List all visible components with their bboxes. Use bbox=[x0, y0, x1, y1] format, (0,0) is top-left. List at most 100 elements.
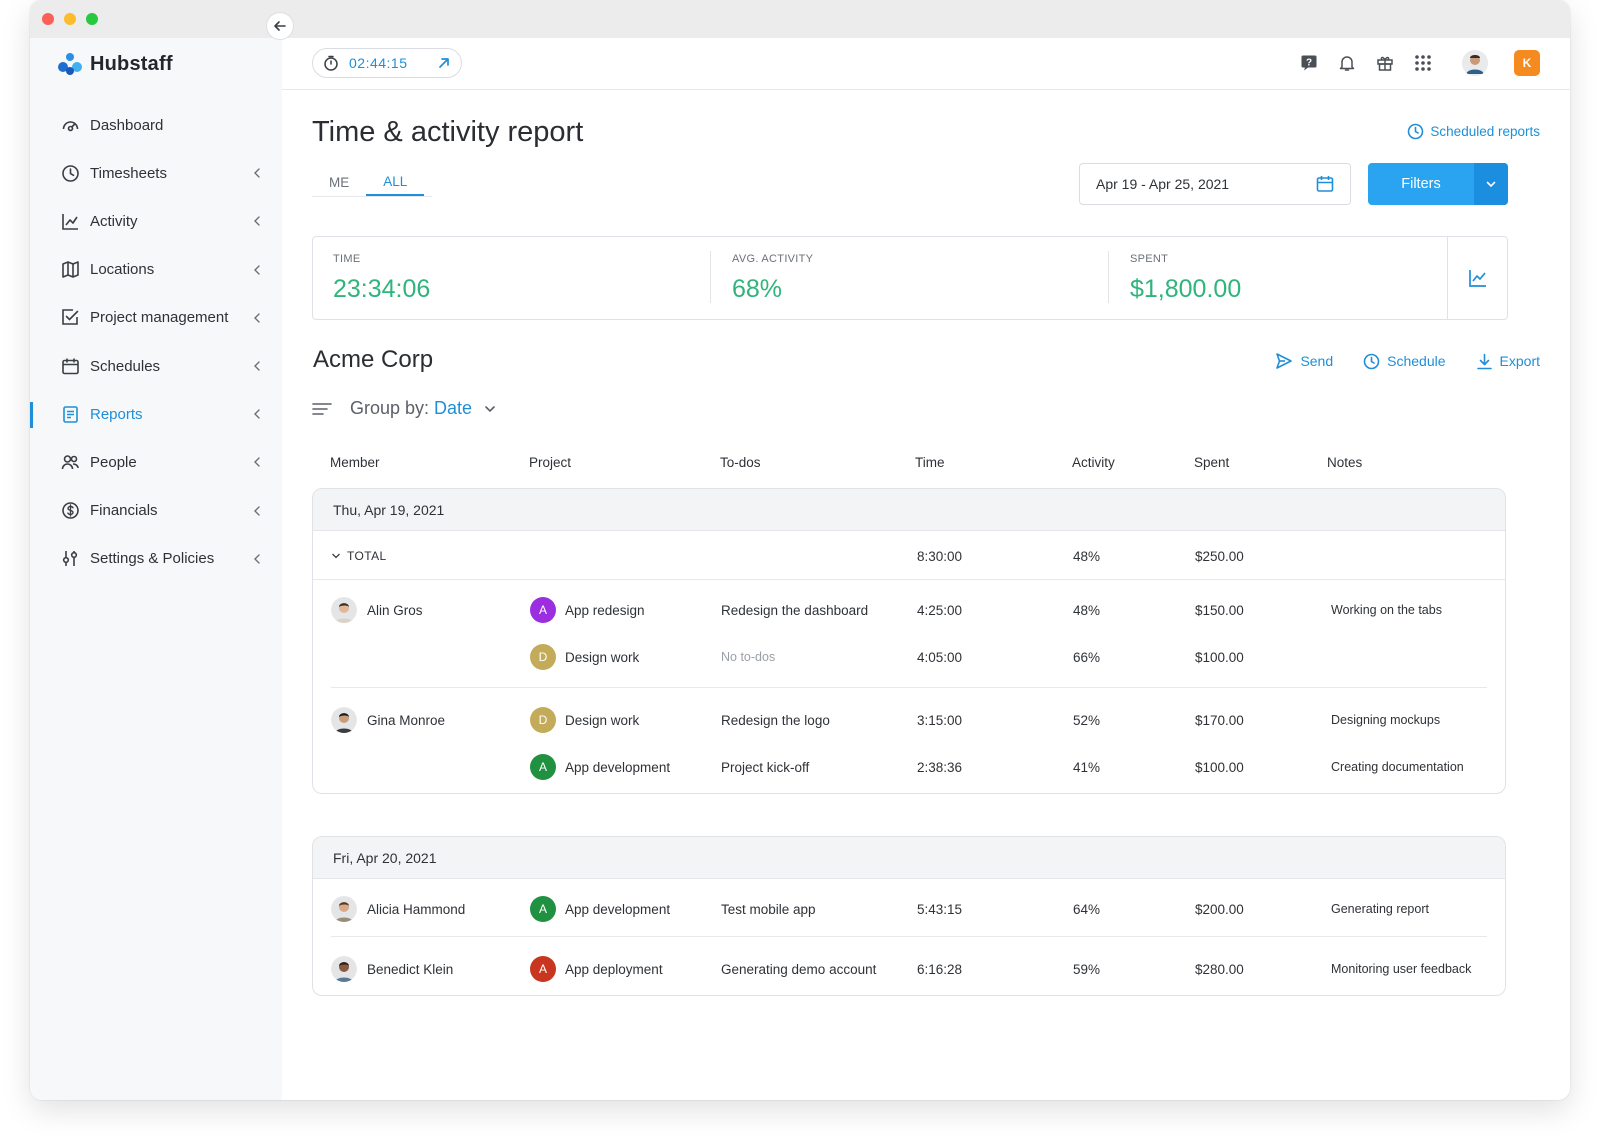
total-time: 8:30:00 bbox=[917, 548, 963, 564]
project-cell[interactable]: A App deployment bbox=[530, 949, 663, 989]
organization-badge[interactable]: K bbox=[1514, 50, 1540, 76]
summary-activity-label: AVG. ACTIVITY bbox=[732, 253, 814, 265]
day-group: Thu, Apr 19, 2021 TOTAL 8:30:00 48% $250.00 A… bbox=[312, 488, 1506, 794]
chevron-left-icon bbox=[250, 311, 264, 325]
spent-cell: $150.00 bbox=[1195, 602, 1244, 618]
tabs-underline bbox=[312, 196, 432, 197]
date-range-value: Apr 19 - Apr 25, 2021 bbox=[1096, 176, 1230, 192]
send-icon bbox=[1276, 353, 1293, 369]
scheduled-reports-link[interactable]: Scheduled reports bbox=[1407, 123, 1540, 140]
member-divider bbox=[331, 936, 1487, 937]
settings-sliders-icon bbox=[60, 549, 80, 569]
schedule-button[interactable]: Schedule bbox=[1363, 352, 1446, 370]
member-avatar bbox=[331, 597, 357, 623]
maximize-window-button[interactable] bbox=[86, 13, 98, 25]
checkbox-icon bbox=[60, 308, 80, 328]
total-toggle[interactable]: TOTAL bbox=[331, 536, 387, 576]
chevron-left-icon bbox=[250, 552, 264, 566]
sidebar-item-locations[interactable]: Locations bbox=[30, 250, 282, 290]
timer-widget[interactable]: 02:44:15 bbox=[312, 48, 462, 78]
summary-time-value: 23:34:06 bbox=[333, 275, 431, 303]
filters-dropdown-toggle[interactable] bbox=[1474, 163, 1508, 205]
project-name: App redesign bbox=[565, 602, 645, 618]
sidebar-item-project-management[interactable]: Project management bbox=[30, 298, 282, 338]
sidebar-item-label: People bbox=[90, 453, 137, 471]
column-header-spent[interactable]: Spent bbox=[1194, 455, 1230, 470]
project-name: Design work bbox=[565, 649, 640, 665]
column-header-activity[interactable]: Activity bbox=[1072, 455, 1115, 470]
user-avatar[interactable] bbox=[1462, 50, 1488, 76]
project-badge: A bbox=[530, 956, 556, 982]
project-badge: A bbox=[530, 597, 556, 623]
group-by-selector[interactable]: Group by: Date bbox=[312, 398, 496, 419]
group-by-value: Date bbox=[434, 398, 473, 418]
chevron-left-icon bbox=[250, 263, 264, 277]
filters-button[interactable]: Filters bbox=[1368, 163, 1508, 205]
table-row[interactable]: Benedict Klein A App deployment Generating … bbox=[313, 949, 1505, 989]
spent-cell: $200.00 bbox=[1195, 901, 1244, 917]
day-group-date: Thu, Apr 19, 2021 bbox=[313, 489, 1505, 531]
table-row[interactable]: D Design work No to-dos 4:05:00 66% $100.00 bbox=[313, 637, 1505, 677]
member-cell: Alicia Hammond bbox=[331, 889, 465, 929]
sidebar: Hubstaff Dashboard Timesheets Activity Loca… bbox=[30, 38, 282, 1100]
member-avatar bbox=[331, 956, 357, 982]
table-row[interactable]: A App development Project kick-off 2:38:36 4… bbox=[313, 747, 1505, 787]
table-row[interactable]: Alicia Hammond A App development Test mobil… bbox=[313, 889, 1505, 929]
spent-cell: $100.00 bbox=[1195, 759, 1244, 775]
summary-spent-value: $1,800.00 bbox=[1130, 275, 1242, 303]
clock-icon bbox=[60, 163, 80, 183]
dollar-icon bbox=[60, 501, 80, 521]
row-divider bbox=[313, 579, 1505, 580]
open-timer-icon[interactable] bbox=[437, 56, 451, 70]
notes-cell: Designing mockups bbox=[1331, 713, 1441, 727]
sidebar-item-activity[interactable]: Activity bbox=[30, 201, 282, 241]
chart-toggle-button[interactable] bbox=[1447, 237, 1507, 319]
date-range-picker[interactable]: Apr 19 - Apr 25, 2021 bbox=[1079, 163, 1351, 205]
export-label: Export bbox=[1499, 353, 1540, 369]
sidebar-item-timesheets[interactable]: Timesheets bbox=[30, 153, 282, 193]
project-cell[interactable]: A App redesign bbox=[530, 590, 645, 630]
report-actions: Send Schedule Export bbox=[1275, 352, 1540, 370]
minimize-window-button[interactable] bbox=[64, 13, 76, 25]
table-row[interactable]: Alin Gros A App redesign Redesign the dashb… bbox=[313, 590, 1505, 630]
scope-tabs: ME ALL bbox=[312, 168, 425, 196]
app-name: Hubstaff bbox=[90, 52, 173, 75]
table-row[interactable]: Gina Monroe D Design work Redesign the logo… bbox=[313, 700, 1505, 740]
project-cell[interactable]: A App development bbox=[530, 889, 670, 929]
app-logo[interactable]: Hubstaff bbox=[58, 52, 173, 76]
project-cell[interactable]: D Design work bbox=[530, 700, 639, 740]
sidebar-item-financials[interactable]: Financials bbox=[30, 491, 282, 531]
collapse-sidebar-button[interactable] bbox=[266, 12, 294, 40]
todo-cell: Test mobile app bbox=[721, 901, 816, 917]
tab-me[interactable]: ME bbox=[329, 174, 350, 190]
tab-all[interactable]: ALL bbox=[366, 168, 425, 196]
column-header-member[interactable]: Member bbox=[330, 455, 380, 470]
column-header-notes[interactable]: Notes bbox=[1327, 455, 1363, 470]
column-header-time[interactable]: Time bbox=[915, 455, 945, 470]
sidebar-item-people[interactable]: People bbox=[30, 442, 282, 482]
notifications-bell-icon[interactable] bbox=[1336, 52, 1358, 74]
activity-cell: 41% bbox=[1073, 759, 1101, 775]
sidebar-item-schedules[interactable]: Schedules bbox=[30, 346, 282, 386]
total-row[interactable]: TOTAL 8:30:00 48% $250.00 bbox=[313, 536, 1505, 576]
send-button[interactable]: Send bbox=[1275, 352, 1333, 370]
time-cell: 2:38:36 bbox=[917, 759, 963, 775]
project-cell[interactable]: D Design work bbox=[530, 637, 639, 677]
sidebar-item-settings-and-policies[interactable]: Settings & Policies bbox=[30, 539, 282, 579]
sidebar-item-reports[interactable]: Reports bbox=[30, 394, 282, 434]
apps-grid-icon[interactable] bbox=[1412, 52, 1434, 74]
summary-divider bbox=[1108, 251, 1109, 303]
export-button[interactable]: Export bbox=[1476, 352, 1540, 370]
day-group-date: Fri, Apr 20, 2021 bbox=[313, 837, 1505, 879]
close-window-button[interactable] bbox=[42, 13, 54, 25]
member-avatar bbox=[331, 707, 357, 733]
project-cell[interactable]: A App development bbox=[530, 747, 670, 787]
member-name: Alicia Hammond bbox=[367, 901, 466, 917]
help-icon[interactable]: ? bbox=[1298, 52, 1320, 74]
chevron-down-icon bbox=[1486, 181, 1496, 188]
gift-icon[interactable] bbox=[1374, 52, 1396, 74]
sidebar-item-dashboard[interactable]: Dashboard bbox=[30, 105, 282, 145]
column-header-todos[interactable]: To-dos bbox=[720, 455, 761, 470]
sidebar-item-label: Schedules bbox=[90, 357, 161, 375]
column-header-project[interactable]: Project bbox=[529, 455, 572, 470]
